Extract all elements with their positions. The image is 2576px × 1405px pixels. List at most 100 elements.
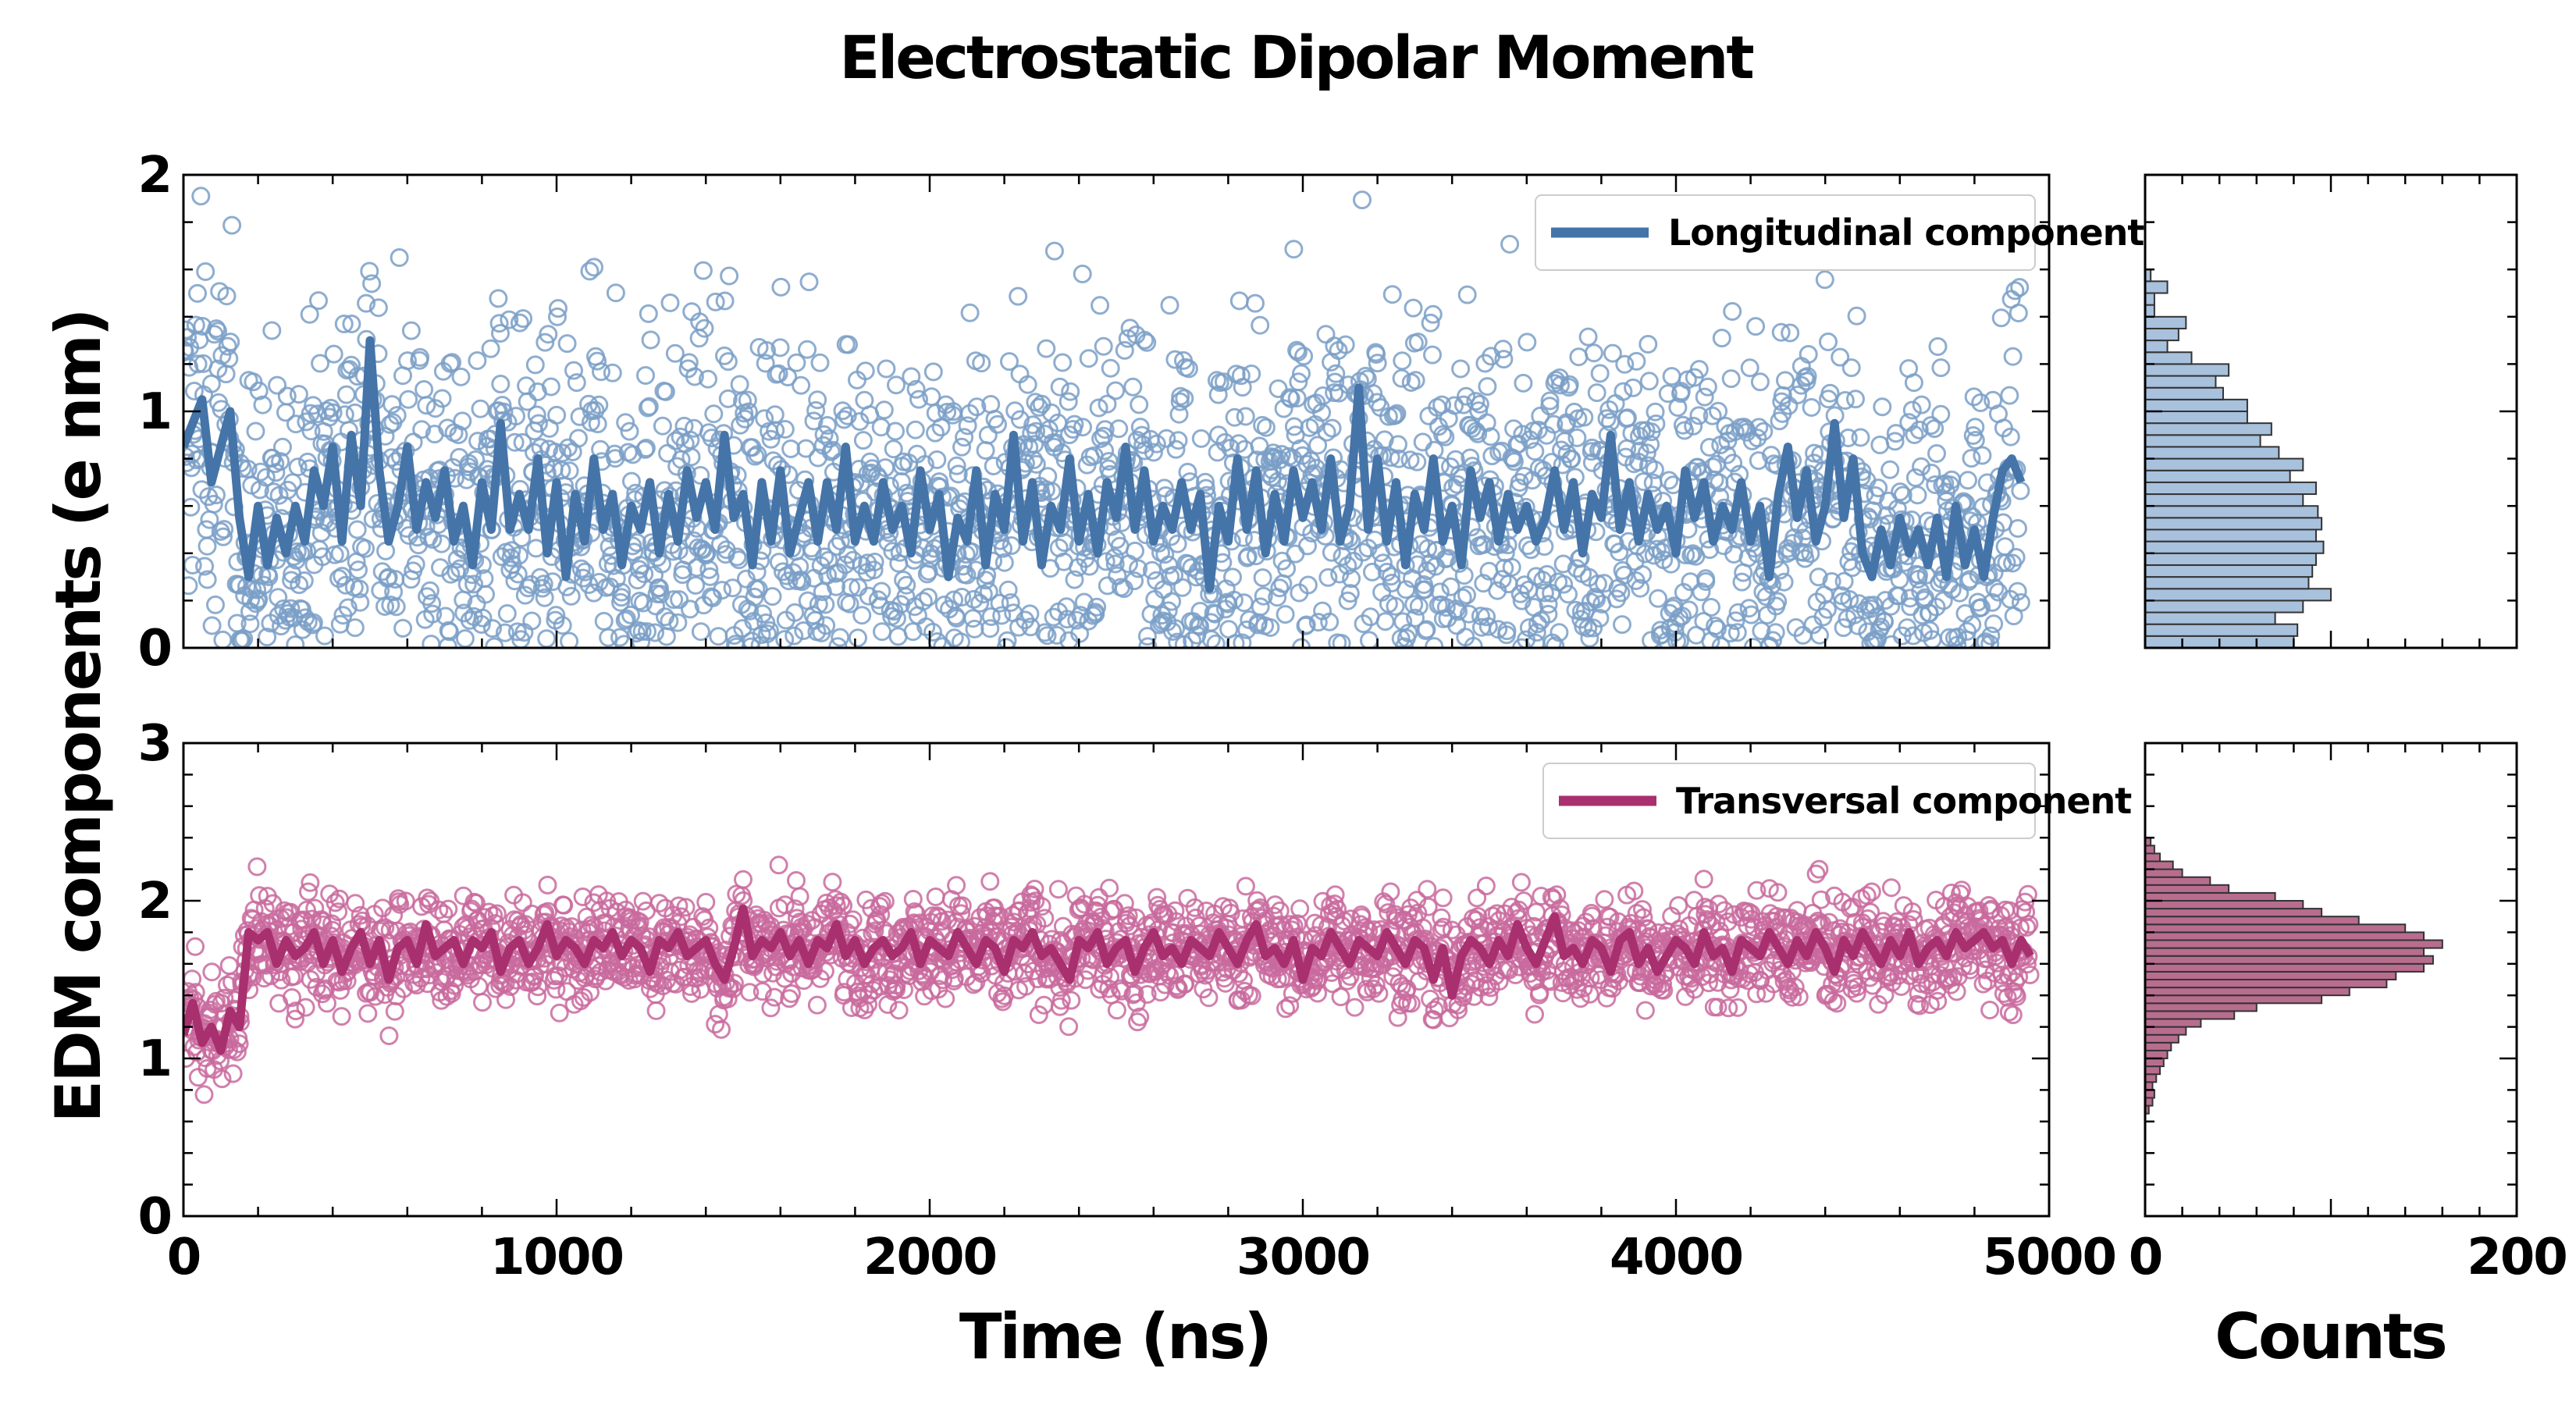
scatter-point [1418,897,1438,916]
scatter-point [761,429,781,449]
scatter-point [1367,345,1386,364]
scatter-point [808,390,827,410]
scatter-point [965,619,984,638]
scatter-point [919,588,938,607]
scatter-point [1695,387,1714,407]
scatter-point [787,871,806,890]
scatter-point [434,904,454,923]
scatter-point [769,364,788,383]
scatter-point [666,431,685,450]
scatter-point [807,995,827,1015]
scatter-point [1231,366,1251,386]
scatter-point [1137,333,1157,352]
scatter-point [183,576,198,596]
scatter-point [1425,1000,1444,1019]
scatter-point [473,608,493,628]
scatter-point [1058,610,1077,629]
scatter-point [494,402,514,422]
scatter-point [2005,281,2025,301]
scatter-point [1684,416,1703,436]
scatter-point [575,562,595,582]
scatter-point [1364,979,1383,998]
scatter-point [1035,623,1055,642]
scatter-point [767,951,786,971]
scatter-point [1875,612,1894,631]
scatter-point [1229,434,1248,454]
scatter-point [1931,404,1951,424]
scatter-point [300,304,319,324]
scatter-point [221,333,240,352]
scatter-point [1747,880,1767,900]
scatter-point [1694,870,1713,889]
scatter-point [927,450,947,469]
scatter-point [616,413,635,432]
scatter-point [1546,636,1565,648]
scatter-point [227,1042,247,1062]
scatter-point [1037,626,1057,646]
scatter-point [1870,436,1890,454]
scatter-point [994,539,1012,558]
scatter-point [262,321,282,340]
scatter-point [2003,347,2023,366]
scatter-point [1702,598,1720,617]
scatter-point [483,619,502,638]
scatter-point [1320,612,1340,631]
scatter-point [1559,585,1578,604]
scatter-point [1206,634,1226,648]
scatter-point [1091,429,1111,448]
scatter-point [1354,542,1373,562]
scatter-point [1748,429,1767,448]
scatter-point [2033,0,2049,9]
scatter-point [537,955,556,974]
scatter-point [696,892,716,912]
scatter-point [1001,593,1020,612]
scatter-point [286,414,305,434]
scatter-point [1433,888,1453,908]
scatter-point [1342,569,1361,589]
scatter-point [399,526,418,545]
scatter-point [670,590,689,610]
scatter-point [496,990,515,1009]
scatter-point [1698,377,1717,397]
scatter-point [1980,635,2000,648]
scatter-point [923,622,942,642]
scatter-point [685,367,704,386]
scatter-point [1517,333,1537,352]
scatter-point [1834,618,1853,638]
scatter-point [266,463,286,482]
scatter-point [728,547,747,567]
scatter-point [1353,190,1372,210]
scatter-point [553,443,572,463]
scatter-point [1624,881,1644,901]
scatter-point [903,890,923,909]
scatter-point [2039,0,2055,9]
scatter-point [1308,436,1328,455]
scatter-point [1891,482,1910,502]
scatter-point [957,565,977,585]
scatter-point [184,382,204,400]
scatter-point [1567,559,1586,578]
scatter-point [1633,900,1652,919]
scatter-point [338,598,358,617]
scatter-point [1163,622,1182,641]
scatter-point [1694,612,1713,631]
scatter-point [874,400,894,420]
scatter-point [952,437,971,457]
scatter-point [1835,391,1855,410]
scatter-point [864,560,884,580]
scatter-point [1413,432,1432,452]
scatter-point [422,594,442,614]
scatter-point [186,937,205,956]
scatter-point [2001,427,2020,446]
scatter-point [1172,578,1192,597]
scatter-point [1404,298,1423,318]
scatter-point [691,622,710,642]
scatter-point [1611,583,1631,603]
scatter-point [753,604,772,624]
scatter-point [558,438,578,457]
scatter-point [769,855,788,875]
scatter-point [350,592,370,612]
scatter-point [1771,322,1791,342]
scatter-point [183,497,201,517]
